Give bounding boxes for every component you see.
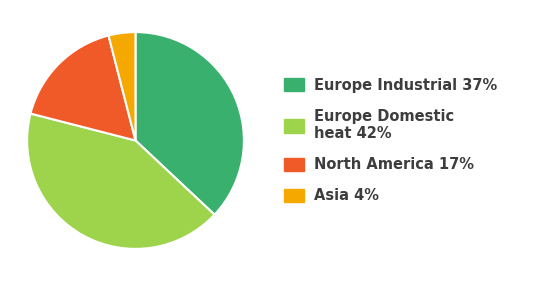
Wedge shape [108,32,136,140]
Wedge shape [136,32,244,215]
Wedge shape [27,114,215,249]
Legend: Europe Industrial 37%, Europe Domestic
heat 42%, North America 17%, Asia 4%: Europe Industrial 37%, Europe Domestic h… [283,78,498,203]
Wedge shape [30,35,136,140]
